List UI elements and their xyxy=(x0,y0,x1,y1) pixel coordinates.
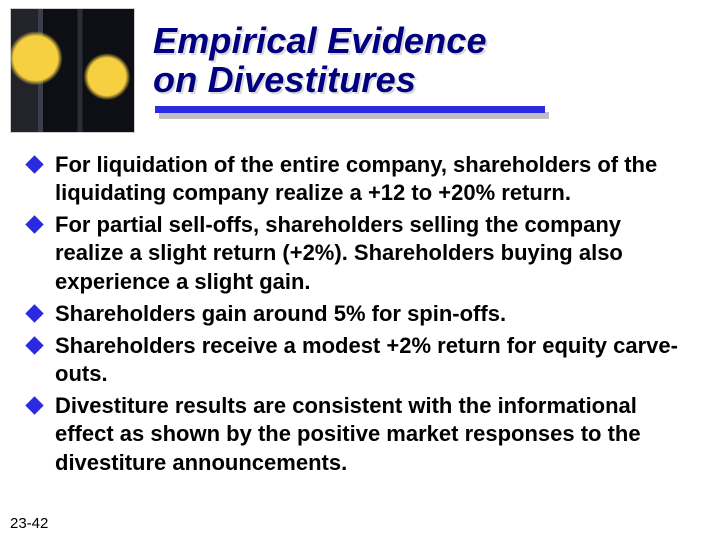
underline-bar xyxy=(155,106,545,113)
bullet-list: For liquidation of the entire company, s… xyxy=(28,151,690,477)
slide-number: 23-42 xyxy=(10,515,48,532)
title-line-1: Empirical Evidence xyxy=(153,20,487,61)
bullet-text: For liquidation of the entire company, s… xyxy=(55,151,690,207)
title-line-2: on Divestitures xyxy=(153,59,416,100)
slide-header: Empirical Evidence on Divestitures xyxy=(0,0,720,133)
underline-shadow xyxy=(159,112,549,119)
title-block: Empirical Evidence on Divestitures xyxy=(135,8,545,120)
bullet-text: Divestiture results are consistent with … xyxy=(55,392,690,476)
slide-title: Empirical Evidence on Divestitures xyxy=(153,22,545,100)
slide: Empirical Evidence on Divestitures For l… xyxy=(0,0,720,540)
bullet-text: Shareholders gain around 5% for spin-off… xyxy=(55,300,506,328)
diamond-bullet-icon xyxy=(25,397,43,415)
decorative-photo xyxy=(10,8,135,133)
slide-body: For liquidation of the entire company, s… xyxy=(0,133,720,477)
list-item: For partial sell-offs, shareholders sell… xyxy=(28,211,690,295)
bullet-text: For partial sell-offs, shareholders sell… xyxy=(55,211,690,295)
list-item: Divestiture results are consistent with … xyxy=(28,392,690,476)
list-item: Shareholders receive a modest +2% return… xyxy=(28,332,690,388)
diamond-bullet-icon xyxy=(25,304,43,322)
diamond-bullet-icon xyxy=(25,336,43,354)
diamond-bullet-icon xyxy=(25,216,43,234)
diamond-bullet-icon xyxy=(25,155,43,173)
title-underline xyxy=(155,106,545,120)
list-item: For liquidation of the entire company, s… xyxy=(28,151,690,207)
bullet-text: Shareholders receive a modest +2% return… xyxy=(55,332,690,388)
list-item: Shareholders gain around 5% for spin-off… xyxy=(28,300,690,328)
